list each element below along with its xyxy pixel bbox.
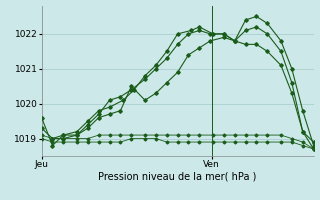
X-axis label: Pression niveau de la mer( hPa ): Pression niveau de la mer( hPa ) — [99, 172, 257, 182]
